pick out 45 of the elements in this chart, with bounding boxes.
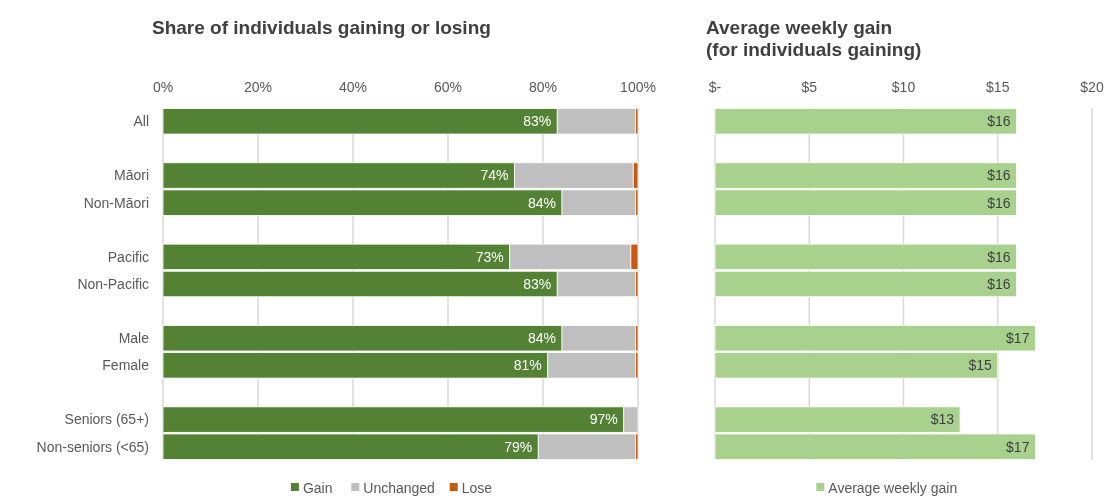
- data-label: $17: [1006, 330, 1030, 347]
- data-label: 97%: [589, 411, 618, 428]
- data-label: $16: [987, 113, 1011, 130]
- data-label: 83%: [523, 113, 552, 130]
- y-tick-label: Female: [102, 357, 150, 374]
- x-tick-label: 100%: [620, 79, 656, 95]
- x-tick-label: 0%: [152, 79, 174, 95]
- data-label: 73%: [475, 248, 504, 265]
- y-tick-label: All: [133, 113, 149, 130]
- legend-label: Lose: [461, 479, 493, 496]
- x-tick-label: 60%: [433, 79, 463, 95]
- y-tick-label: Male: [118, 330, 150, 347]
- x-tick-label: $-: [708, 79, 722, 95]
- data-label: $16: [987, 248, 1011, 265]
- data-label: 84%: [527, 194, 556, 211]
- series-label: Average weekly gain: [828, 479, 958, 496]
- data-label: $15: [968, 357, 992, 374]
- data-label: $16: [987, 275, 1011, 292]
- data-label: 84%: [527, 330, 556, 347]
- data-label: $17: [1006, 438, 1030, 455]
- bar: [714, 108, 1017, 135]
- x-tick-label: 20%: [243, 79, 273, 95]
- y-tick-label: Non-seniors (<65): [36, 438, 149, 455]
- x-tick-label: $10: [891, 79, 916, 95]
- chart-title: Share of individuals gaining or losing: [152, 17, 491, 38]
- data-label: 81%: [513, 357, 542, 374]
- y-tick-label: Non-Māori: [83, 194, 149, 211]
- chart-title: Average weekly gain (for individuals gaining): [706, 17, 922, 60]
- x-tick-label: $20: [1080, 79, 1104, 95]
- x-tick-label: 40%: [338, 79, 368, 95]
- data-label: $13: [930, 411, 955, 428]
- series-label: Gain: [302, 479, 333, 496]
- data-label: $16: [987, 167, 1011, 184]
- data-label: $16: [987, 194, 1011, 211]
- data-label: 79%: [504, 438, 533, 455]
- data-label: 83%: [523, 275, 552, 292]
- y-tick-label: Māori: [113, 167, 149, 184]
- x-tick-label: $5: [801, 79, 818, 95]
- y-tick-label: Pacific: [107, 248, 149, 265]
- data-label: 74%: [480, 167, 509, 184]
- x-tick-label: $15: [986, 79, 1010, 95]
- y-tick-label: Seniors (65+): [64, 411, 149, 428]
- x-tick-label: 80%: [528, 79, 558, 95]
- y-tick-label: Non-Pacific: [77, 275, 149, 292]
- legend-label: Unchanged: [363, 479, 435, 496]
